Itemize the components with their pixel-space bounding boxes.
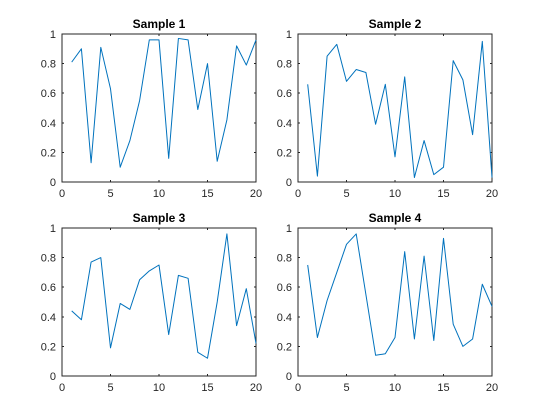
y-tick-label: 0.4 — [277, 312, 292, 324]
y-tick-label: 0 — [286, 177, 292, 189]
subplot-title: Sample 2 — [369, 17, 422, 31]
x-tick-label: 10 — [153, 382, 165, 394]
x-tick-label: 5 — [107, 382, 113, 394]
x-tick-label: 15 — [201, 188, 213, 200]
axes-box — [61, 227, 257, 377]
y-tick-label: 1 — [50, 223, 56, 235]
subplot-3: 0 5 10 15 20 0 0.2 0.4 0.6 0.8 1 Sample 3 — [41, 211, 262, 394]
y-tick-label: 0.8 — [277, 59, 292, 71]
y-tick-label: 1 — [286, 223, 292, 235]
x-tick-label: 20 — [250, 382, 262, 394]
x-tick-label: 10 — [389, 188, 401, 200]
x-tick-label: 5 — [343, 188, 349, 200]
axes-box — [61, 33, 257, 183]
x-tick-label: 20 — [486, 188, 498, 200]
x-tick-label: 15 — [437, 188, 449, 200]
x-tick-label: 20 — [250, 188, 262, 200]
x-tick-label: 5 — [343, 382, 349, 394]
y-tick-label: 1 — [286, 29, 292, 41]
y-tick-label: 0.6 — [41, 282, 56, 294]
y-tick-label: 0.8 — [41, 59, 56, 71]
x-tick-label: 5 — [107, 188, 113, 200]
x-tick-label: 10 — [153, 188, 165, 200]
subplot-title: Sample 4 — [369, 211, 422, 225]
y-tick-label: 0.8 — [41, 253, 56, 265]
x-tick-label: 0 — [295, 188, 301, 200]
series-line — [71, 233, 257, 359]
y-tick-label: 0.4 — [41, 118, 56, 130]
y-tick-label: 0.4 — [277, 118, 292, 130]
x-tick-label: 20 — [486, 382, 498, 394]
series-line — [307, 233, 493, 356]
subplot-2: 0 5 10 15 20 0 0.2 0.4 0.6 0.8 1 Sample 2 — [277, 17, 498, 200]
subplot-title: Sample 1 — [133, 17, 186, 31]
y-tick-label: 0.6 — [277, 282, 292, 294]
x-tick-label: 0 — [295, 382, 301, 394]
y-tick-label: 0.6 — [277, 88, 292, 100]
x-tick-label: 0 — [59, 188, 65, 200]
x-tick-label: 0 — [59, 382, 65, 394]
y-tick-label: 0.2 — [41, 341, 56, 353]
y-tick-label: 0 — [50, 177, 56, 189]
x-tick-label: 10 — [389, 382, 401, 394]
y-tick-label: 0.2 — [277, 341, 292, 353]
subplot-title: Sample 3 — [133, 211, 186, 225]
y-tick-label: 0.8 — [277, 253, 292, 265]
x-tick-label: 15 — [437, 382, 449, 394]
series-line — [71, 37, 257, 168]
y-tick-label: 0 — [286, 371, 292, 383]
y-tick-label: 0.2 — [277, 147, 292, 159]
subplot-1: 0 5 10 15 20 0 0.2 0.4 0.6 0.8 1 Sample 1 — [41, 17, 262, 200]
subplot-4: 0 5 10 15 20 0 0.2 0.4 0.6 0.8 1 Sample 4 — [277, 211, 498, 394]
x-tick-label: 15 — [201, 382, 213, 394]
y-tick-label: 1 — [50, 29, 56, 41]
y-tick-label: 0.2 — [41, 147, 56, 159]
y-tick-label: 0 — [50, 371, 56, 383]
series-line — [307, 40, 493, 179]
y-tick-label: 0.6 — [41, 88, 56, 100]
y-tick-label: 0.4 — [41, 312, 56, 324]
axes-box — [297, 227, 493, 377]
